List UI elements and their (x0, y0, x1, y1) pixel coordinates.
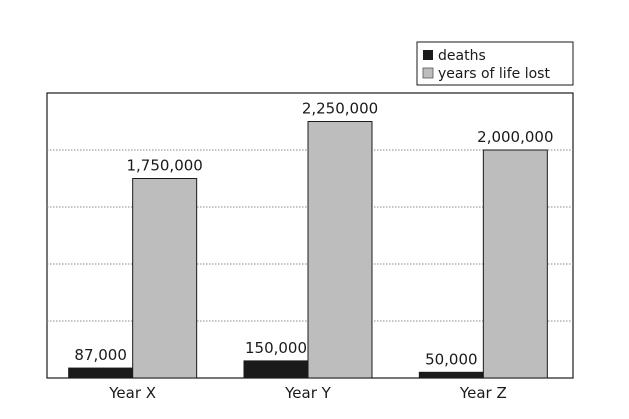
data-label-years-of-life-lost-year-x: 1,750,000 (126, 157, 202, 175)
data-label-deaths-year-z: 50,000 (425, 350, 478, 368)
data-label-deaths-year-y: 150,000 (245, 339, 307, 357)
data-labels: 87,000 1,750,000 150,000 2,250,000 50,000 2,0… (74, 100, 553, 369)
legend-label-deaths: deaths (438, 48, 486, 64)
x-tick-label-year-y: Year Y (284, 384, 332, 402)
x-axis-tick-labels: Year X Year Y Year Z (108, 384, 506, 402)
data-label-deaths-year-x: 87,000 (74, 346, 127, 364)
bar-years-of-life-lost-year-y (307, 121, 373, 379)
legend-swatch-deaths (423, 50, 433, 60)
bar-deaths-year-z (418, 371, 484, 379)
legend-swatch-years-of-life-lost (422, 67, 434, 79)
x-tick-label-year-x: Year X (108, 384, 156, 402)
legend-box (416, 41, 574, 86)
legend-label-years-of-life-lost: years of life lost (438, 66, 550, 82)
bars (68, 121, 548, 379)
x-tick-label-year-z: Year Z (459, 384, 507, 402)
legend: deaths years of life lost (416, 41, 574, 86)
data-label-years-of-life-lost-year-z: 2,000,000 (477, 128, 553, 146)
bar-deaths-year-x (68, 367, 134, 379)
bar-deaths-year-y (243, 360, 309, 379)
data-label-years-of-life-lost-year-y: 2,250,000 (302, 100, 378, 118)
bar-years-of-life-lost-year-z (482, 149, 548, 379)
bar-years-of-life-lost-year-x (132, 178, 198, 379)
